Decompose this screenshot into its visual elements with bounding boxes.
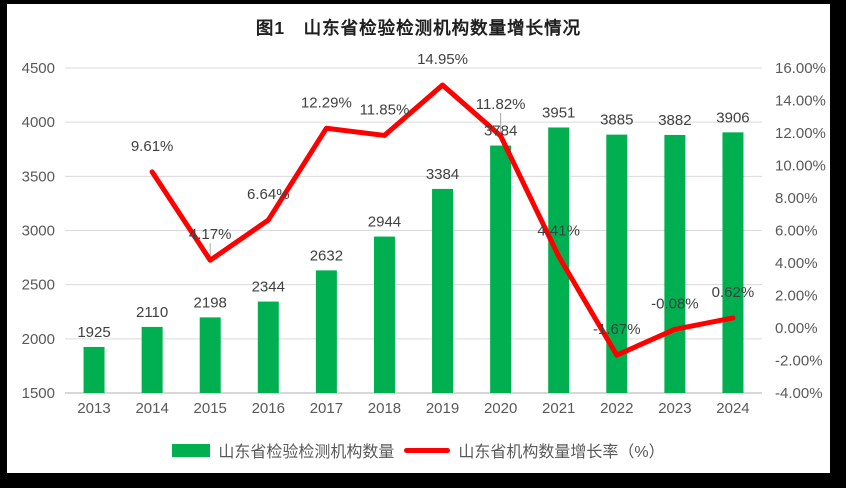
svg-text:3951: 3951 xyxy=(542,104,575,121)
svg-text:1500: 1500 xyxy=(22,385,55,402)
bar-2017 xyxy=(315,270,337,393)
svg-text:2013: 2013 xyxy=(77,400,110,417)
bar-2016 xyxy=(257,301,279,393)
svg-text:4500: 4500 xyxy=(22,60,55,77)
svg-text:2344: 2344 xyxy=(252,279,285,296)
legend-label-line-series: 山东省机构数量增长率（%） xyxy=(458,444,665,461)
svg-text:14.00%: 14.00% xyxy=(775,93,826,110)
svg-text:16.00%: 16.00% xyxy=(775,60,826,77)
svg-text:-4.00%: -4.00% xyxy=(775,385,823,402)
bar-value-labels: 1925 2110 2198 2344 2632 2944 3384 3784 3951 3885… xyxy=(77,104,749,340)
bar-2020 xyxy=(490,145,512,393)
svg-text:-0.08%: -0.08% xyxy=(651,295,699,312)
svg-text:2020: 2020 xyxy=(484,400,517,417)
svg-text:2000: 2000 xyxy=(22,331,55,348)
svg-text:4.17%: 4.17% xyxy=(189,226,232,243)
svg-text:10.00%: 10.00% xyxy=(775,158,826,175)
svg-text:2500: 2500 xyxy=(22,277,55,294)
svg-text:3784: 3784 xyxy=(484,123,517,140)
svg-text:4.00%: 4.00% xyxy=(775,255,818,272)
bar-2023 xyxy=(664,134,686,393)
chart-panel: 图1 山东省检验检测机构数量增长情况 1500 2000 2500 3000 3500 4… xyxy=(7,4,830,473)
legend-label-bar-series: 山东省检验检测机构数量 xyxy=(218,444,395,461)
svg-text:8.00%: 8.00% xyxy=(775,190,818,207)
svg-text:2018: 2018 xyxy=(368,400,401,417)
svg-text:2.00%: 2.00% xyxy=(775,288,818,305)
chart-legend: 山东省检验检测机构数量 山东省机构数量增长率（%） xyxy=(7,438,830,462)
svg-text:0.00%: 0.00% xyxy=(775,320,818,337)
bar-2024 xyxy=(722,132,744,393)
line-series xyxy=(149,82,736,358)
svg-text:2198: 2198 xyxy=(194,294,227,311)
svg-text:14.95%: 14.95% xyxy=(417,51,468,68)
svg-text:2015: 2015 xyxy=(194,400,227,417)
bar-2018 xyxy=(373,236,395,393)
svg-text:9.61%: 9.61% xyxy=(131,138,174,155)
svg-text:2632: 2632 xyxy=(310,247,343,264)
line-value-labels: 9.61% 4.17% 6.64% 12.29% 11.85% 14.95% 11.82% 4… xyxy=(131,51,754,338)
svg-text:11.85%: 11.85% xyxy=(360,101,410,118)
svg-text:3906: 3906 xyxy=(716,109,749,126)
svg-text:2014: 2014 xyxy=(135,400,168,417)
gridlines xyxy=(65,67,762,340)
svg-text:12.00%: 12.00% xyxy=(775,125,826,142)
svg-text:-1.67%: -1.67% xyxy=(593,321,641,338)
x-axis-category-labels: 2013 2014 2015 2016 2017 2018 2019 2020 2021 2022… xyxy=(77,400,749,417)
svg-text:2021: 2021 xyxy=(542,400,575,417)
right-axis-tick-labels: 16.00% 14.00% 12.00% 10.00% 8.00% 6.00% 4.00% 2… xyxy=(775,60,826,402)
line-series-swatch-icon xyxy=(404,447,451,453)
svg-text:4000: 4000 xyxy=(22,114,55,131)
svg-text:2110: 2110 xyxy=(136,304,168,321)
bar-2019 xyxy=(432,188,454,393)
svg-text:3500: 3500 xyxy=(22,168,55,185)
svg-text:3885: 3885 xyxy=(600,112,633,129)
bar-2015 xyxy=(199,317,221,393)
bar-series xyxy=(83,127,744,393)
svg-text:11.82%: 11.82% xyxy=(476,96,526,113)
svg-text:2022: 2022 xyxy=(600,400,633,417)
svg-text:12.29%: 12.29% xyxy=(301,94,352,111)
svg-text:6.00%: 6.00% xyxy=(775,223,818,240)
svg-text:2019: 2019 xyxy=(426,400,459,417)
svg-text:2023: 2023 xyxy=(658,400,691,417)
svg-text:-2.00%: -2.00% xyxy=(775,353,823,370)
svg-text:4.41%: 4.41% xyxy=(537,222,580,239)
bar-series-swatch-icon xyxy=(172,443,211,457)
label-leader-lines xyxy=(209,112,502,258)
bar-2013 xyxy=(83,346,105,393)
legend-item-bar-series: 山东省检验检测机构数量 xyxy=(172,438,394,462)
svg-text:3882: 3882 xyxy=(658,112,691,129)
svg-text:1925: 1925 xyxy=(77,324,110,341)
svg-text:0.62%: 0.62% xyxy=(712,284,755,301)
legend-item-line-series: 山东省机构数量增长率（%） xyxy=(404,438,665,462)
svg-text:2944: 2944 xyxy=(368,214,401,231)
bar-2014 xyxy=(141,326,163,393)
svg-text:2017: 2017 xyxy=(310,400,343,417)
left-axis-tick-labels: 1500 2000 2500 3000 3500 4000 4500 xyxy=(22,60,55,402)
chart-title: 图1 山东省检验检测机构数量增长情况 xyxy=(255,18,582,38)
svg-text:2024: 2024 xyxy=(716,400,749,417)
chart-canvas: 1500 2000 2500 3000 3500 4000 4500 16.00% 14.00%… xyxy=(22,51,826,417)
svg-text:3384: 3384 xyxy=(426,166,459,183)
bar-2022 xyxy=(606,134,628,393)
svg-text:3000: 3000 xyxy=(22,223,55,240)
svg-text:6.64%: 6.64% xyxy=(247,186,290,203)
svg-text:2016: 2016 xyxy=(252,400,285,417)
